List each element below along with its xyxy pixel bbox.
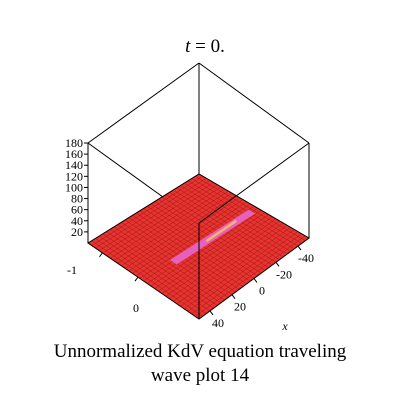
x-tick: [231, 294, 236, 300]
box-back-edge-2: [87, 62, 200, 144]
x-tick: [275, 261, 280, 267]
y-tick-label: -1: [67, 263, 77, 277]
y-axis: -1 0: [67, 252, 139, 315]
y-tick: [134, 276, 139, 282]
z-tick-label: 60: [71, 203, 83, 217]
x-tick-label: 20: [234, 300, 246, 314]
soliton-ridge: [170, 209, 256, 265]
mesh-line-v: [187, 231, 299, 312]
z-tick-label: 120: [65, 169, 83, 183]
z-tick-label: 20: [71, 225, 83, 239]
x-tick: [209, 310, 214, 316]
box-front-edge-1: [198, 142, 310, 224]
z-tick-label: 180: [65, 136, 83, 150]
x-tick-label: -20: [276, 267, 292, 281]
mesh-line-u: [195, 176, 306, 241]
bounding-box-front: [198, 142, 310, 319]
ridge-highlight: [205, 219, 238, 243]
figure-caption: Unnormalized KdV equation traveling wave…: [0, 340, 400, 388]
chart-title: t = 0.: [185, 36, 225, 57]
x-tick-label: 40: [212, 316, 224, 330]
z-tick-label: 40: [71, 214, 83, 228]
z-tick-label: 80: [71, 192, 83, 206]
caption-line-1: Unnormalized KdV equation traveling: [53, 341, 347, 362]
x-axis-label: x: [281, 319, 288, 333]
x-tick-label: 0: [259, 284, 265, 298]
x-tick: [297, 245, 302, 251]
caption-line-2: wave plot 14: [150, 365, 250, 386]
y-tick-label: 0: [133, 301, 139, 315]
x-tick: [253, 278, 258, 283]
mesh-line-v: [195, 235, 306, 317]
z-tick-label: 160: [65, 147, 83, 161]
z-tick-label: 100: [65, 180, 83, 194]
x-axis: -40 -20 0 20 40 x: [209, 245, 314, 333]
mesh-line-v: [184, 229, 295, 310]
mesh-line-v: [191, 233, 302, 315]
chart-title-variable: t: [185, 36, 191, 57]
z-tick-label: 140: [65, 158, 83, 172]
chart-title-rest: = 0.: [190, 36, 224, 57]
x-tick-label: -40: [298, 251, 314, 265]
y-tick: [99, 252, 103, 258]
box-back-edge-3: [198, 62, 310, 144]
